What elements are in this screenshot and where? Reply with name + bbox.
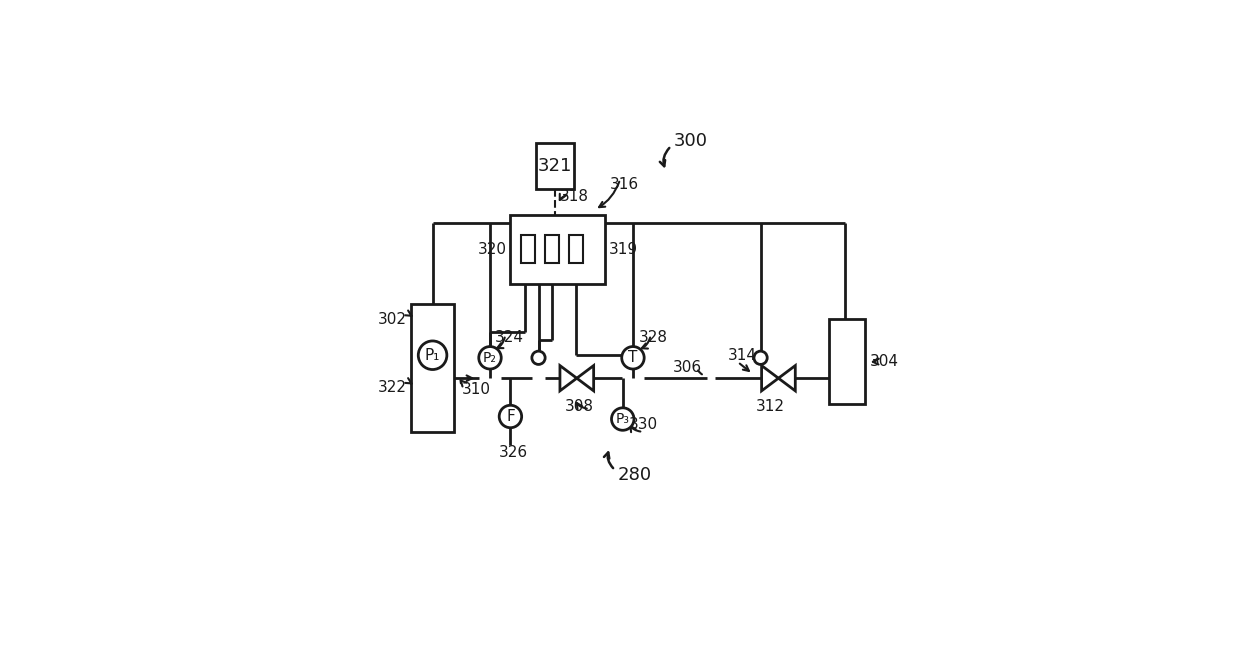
Bar <box>521 235 534 263</box>
Text: 314: 314 <box>728 347 756 363</box>
Polygon shape <box>779 365 795 391</box>
Text: F: F <box>506 409 515 424</box>
Text: T: T <box>629 350 637 365</box>
Circle shape <box>754 351 768 365</box>
Text: 316: 316 <box>610 177 639 192</box>
Polygon shape <box>560 365 577 391</box>
Text: 328: 328 <box>639 330 668 345</box>
Text: 318: 318 <box>560 190 589 204</box>
Text: 312: 312 <box>756 398 785 414</box>
Circle shape <box>611 408 634 430</box>
Text: 330: 330 <box>629 416 658 432</box>
Text: 324: 324 <box>495 330 525 345</box>
Circle shape <box>500 405 522 428</box>
Bar <box>511 215 605 284</box>
Circle shape <box>418 341 446 369</box>
Text: 304: 304 <box>869 354 898 369</box>
Text: P₂: P₂ <box>484 351 497 365</box>
Text: 302: 302 <box>378 312 407 327</box>
Bar <box>410 304 454 432</box>
Text: 320: 320 <box>477 242 507 257</box>
Text: 310: 310 <box>463 382 491 397</box>
Bar <box>569 235 583 263</box>
Circle shape <box>479 347 501 369</box>
Text: 306: 306 <box>673 361 702 375</box>
Text: 321: 321 <box>538 157 573 175</box>
Text: P₁: P₁ <box>425 347 440 363</box>
Text: 308: 308 <box>565 398 594 414</box>
Text: 326: 326 <box>498 445 527 459</box>
Text: 319: 319 <box>609 242 637 257</box>
Text: P₃: P₃ <box>616 412 630 426</box>
Bar <box>536 143 574 190</box>
Polygon shape <box>577 365 594 391</box>
Text: 300: 300 <box>673 132 708 150</box>
Circle shape <box>532 351 546 365</box>
Text: 280: 280 <box>618 466 652 484</box>
Bar <box>830 320 866 404</box>
Text: 322: 322 <box>378 380 407 394</box>
Circle shape <box>621 347 644 369</box>
Polygon shape <box>761 365 779 391</box>
Bar <box>544 235 559 263</box>
